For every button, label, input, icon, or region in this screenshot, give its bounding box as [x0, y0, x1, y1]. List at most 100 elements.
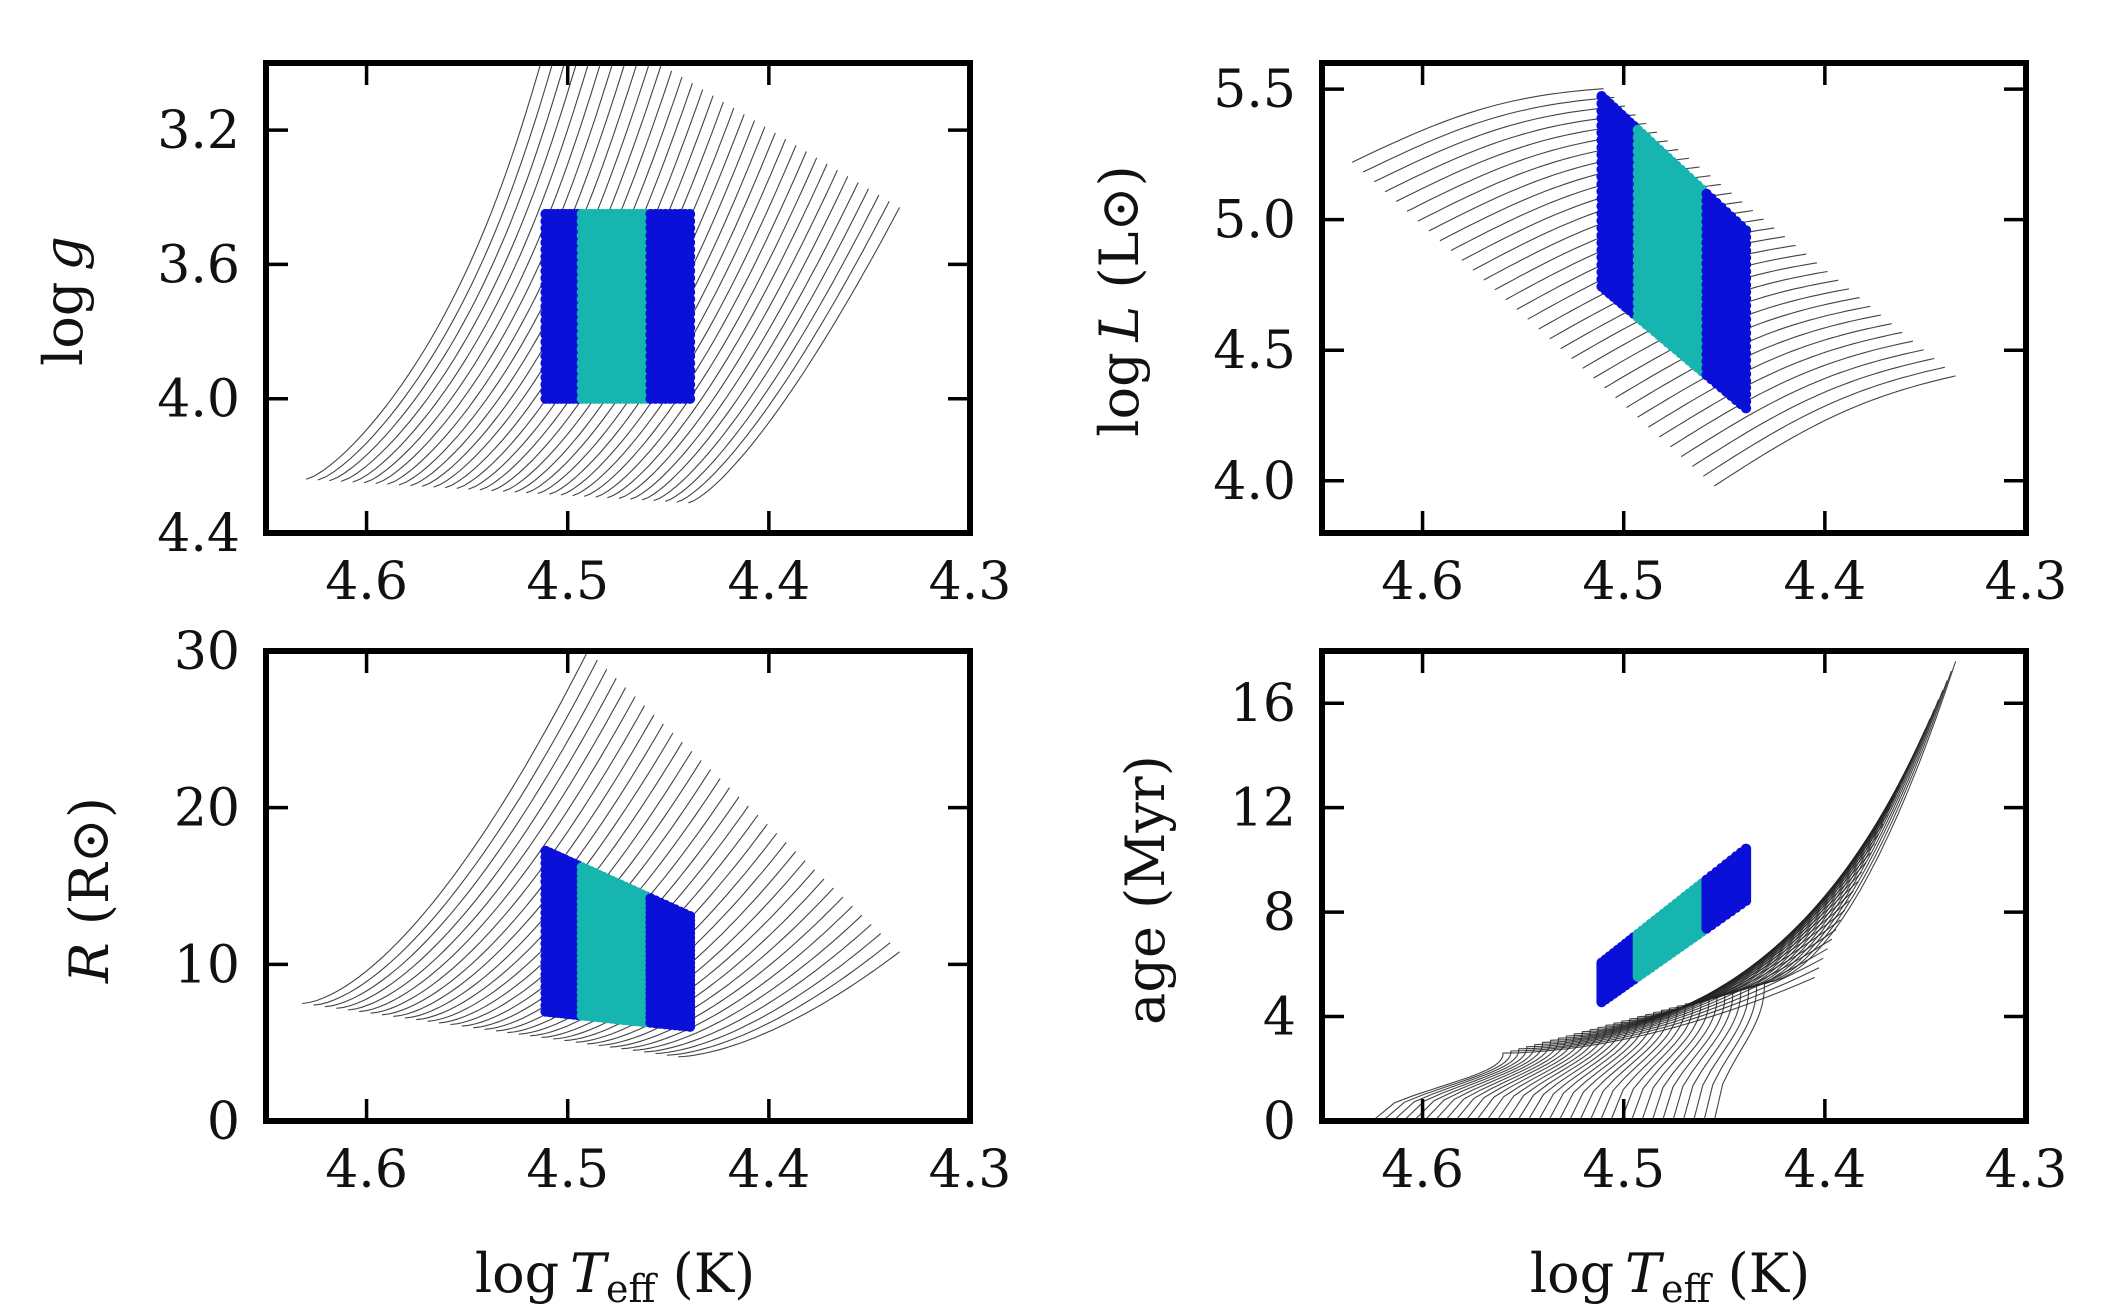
- evolution-track: [655, 933, 882, 1055]
- evolution-track: [1682, 690, 1944, 1121]
- evolution-track: [381, 714, 655, 1016]
- evolution-track: [1454, 900, 1850, 1121]
- evolution-track: [665, 194, 880, 502]
- evolution-track: [1692, 680, 1948, 1121]
- plot-frame: [1319, 60, 2029, 536]
- y-tick-label: 4.0: [157, 370, 240, 430]
- evolution-track: [583, 151, 807, 497]
- evolution-track: [387, 63, 626, 485]
- track-group: [1371, 661, 1957, 1121]
- evolution-track: [1692, 357, 1935, 467]
- evolution-track: [404, 732, 674, 1019]
- x-tick-label: 4.5: [526, 552, 609, 612]
- evolution-track: [1672, 699, 1940, 1121]
- plot-frame: [1319, 648, 2029, 1124]
- evolution-track: [336, 678, 617, 1009]
- evolution-track: [1651, 718, 1931, 1121]
- y-tick-label: 0: [1263, 1092, 1296, 1152]
- x-tick-label: 4.6: [325, 552, 408, 612]
- y-tick-label: 10: [174, 935, 240, 995]
- ylabel-age: age (Myr): [1114, 755, 1177, 1025]
- evolution-track: [1659, 331, 1903, 438]
- evolution-track: [1670, 340, 1914, 448]
- evolution-track: [1637, 314, 1882, 418]
- ylabel-logL: log L (L⊙): [1088, 165, 1151, 436]
- evolution-track: [598, 887, 834, 1047]
- evolution-track: [666, 942, 891, 1056]
- panel-logg: 4.6 4.5 4.4 4.3 3.2 3.6 4.0 4.4: [157, 60, 1011, 612]
- evolution-track: [630, 176, 849, 500]
- evolution-track: [1681, 349, 1924, 458]
- x-tick-label: 4.3: [1985, 552, 2068, 612]
- evolution-track: [676, 200, 890, 503]
- xlabel-left: log Teff (K): [475, 1242, 755, 1311]
- evolution-track: [363, 63, 602, 484]
- y-tick-label: 20: [174, 779, 240, 839]
- x-tick-label: 4.3: [929, 1140, 1012, 1200]
- plot-area: [1371, 661, 1957, 1121]
- y-tick-label: 12: [1230, 779, 1296, 839]
- y-tick-label: 4.4: [157, 504, 240, 564]
- y-tick-label: 0: [207, 1092, 240, 1152]
- x-tick-label: 4.4: [728, 1140, 811, 1200]
- model-point: [1740, 403, 1752, 414]
- xlabel-right: log Teff (K): [1530, 1242, 1810, 1311]
- ylabel-logg: log g: [32, 236, 95, 366]
- evolution-track: [347, 687, 627, 1011]
- evolution-track: [653, 188, 869, 502]
- evolution-track: [609, 896, 844, 1048]
- evolution-track: [352, 63, 590, 483]
- evolution-track: [1661, 709, 1935, 1121]
- evolution-track: [1351, 88, 1604, 163]
- evolution-track: [370, 705, 645, 1014]
- y-tick-label: 8: [1263, 883, 1296, 943]
- y-tick-label: 4.0: [1213, 452, 1296, 512]
- y-tick-label: 4.5: [1213, 321, 1296, 381]
- evolution-track: [644, 924, 872, 1053]
- x-tick-label: 4.6: [325, 1140, 408, 1200]
- evolution-track: [575, 869, 816, 1043]
- evolution-track: [1373, 105, 1625, 183]
- evolution-track: [313, 659, 598, 1006]
- highlight-group: [540, 208, 696, 404]
- x-tick-label: 4.5: [1582, 1140, 1665, 1200]
- plot-frame: [263, 60, 973, 536]
- evolution-track: [618, 169, 838, 500]
- evolution-track: [317, 63, 554, 481]
- evolution-track: [324, 668, 608, 1008]
- evolution-track: [587, 878, 825, 1045]
- plot-area: [302, 651, 900, 1058]
- evolution-track: [607, 163, 828, 499]
- x-tick-label: 4.4: [728, 552, 811, 612]
- evolution-track: [1648, 323, 1892, 428]
- highlight-group: [1596, 843, 1752, 1008]
- evolution-track: [340, 63, 578, 482]
- model-point: [1740, 895, 1752, 906]
- evolution-track: [1371, 976, 1816, 1121]
- evolution-track: [688, 207, 901, 504]
- x-tick-label: 4.3: [1985, 1140, 2068, 1200]
- y-tick-label: 4: [1263, 988, 1296, 1048]
- evolution-track: [595, 157, 818, 498]
- y-tick-label: 16: [1230, 674, 1296, 734]
- highlight-group: [540, 845, 696, 1032]
- x-tick-label: 4.4: [1784, 1140, 1867, 1200]
- plot-frame: [263, 648, 973, 1124]
- evolution-track: [305, 63, 542, 480]
- evolution-track: [398, 63, 638, 486]
- x-tick-label: 4.6: [1381, 552, 1464, 612]
- evolution-track: [302, 651, 589, 1005]
- evolution-track: [1713, 375, 1956, 487]
- x-tick-label: 4.4: [1784, 552, 1867, 612]
- evolution-track: [1713, 661, 1957, 1121]
- y-tick-label: 5.5: [1213, 60, 1296, 120]
- highlight-group: [1596, 91, 1752, 414]
- evolution-track: [1703, 670, 1952, 1121]
- evolution-track: [1703, 366, 1946, 477]
- y-tick-label: 5.0: [1213, 191, 1296, 251]
- evolution-track: [641, 182, 859, 501]
- evolution-track: [393, 723, 664, 1017]
- y-tick-label: 3.6: [157, 235, 240, 295]
- evolution-track: [678, 951, 900, 1058]
